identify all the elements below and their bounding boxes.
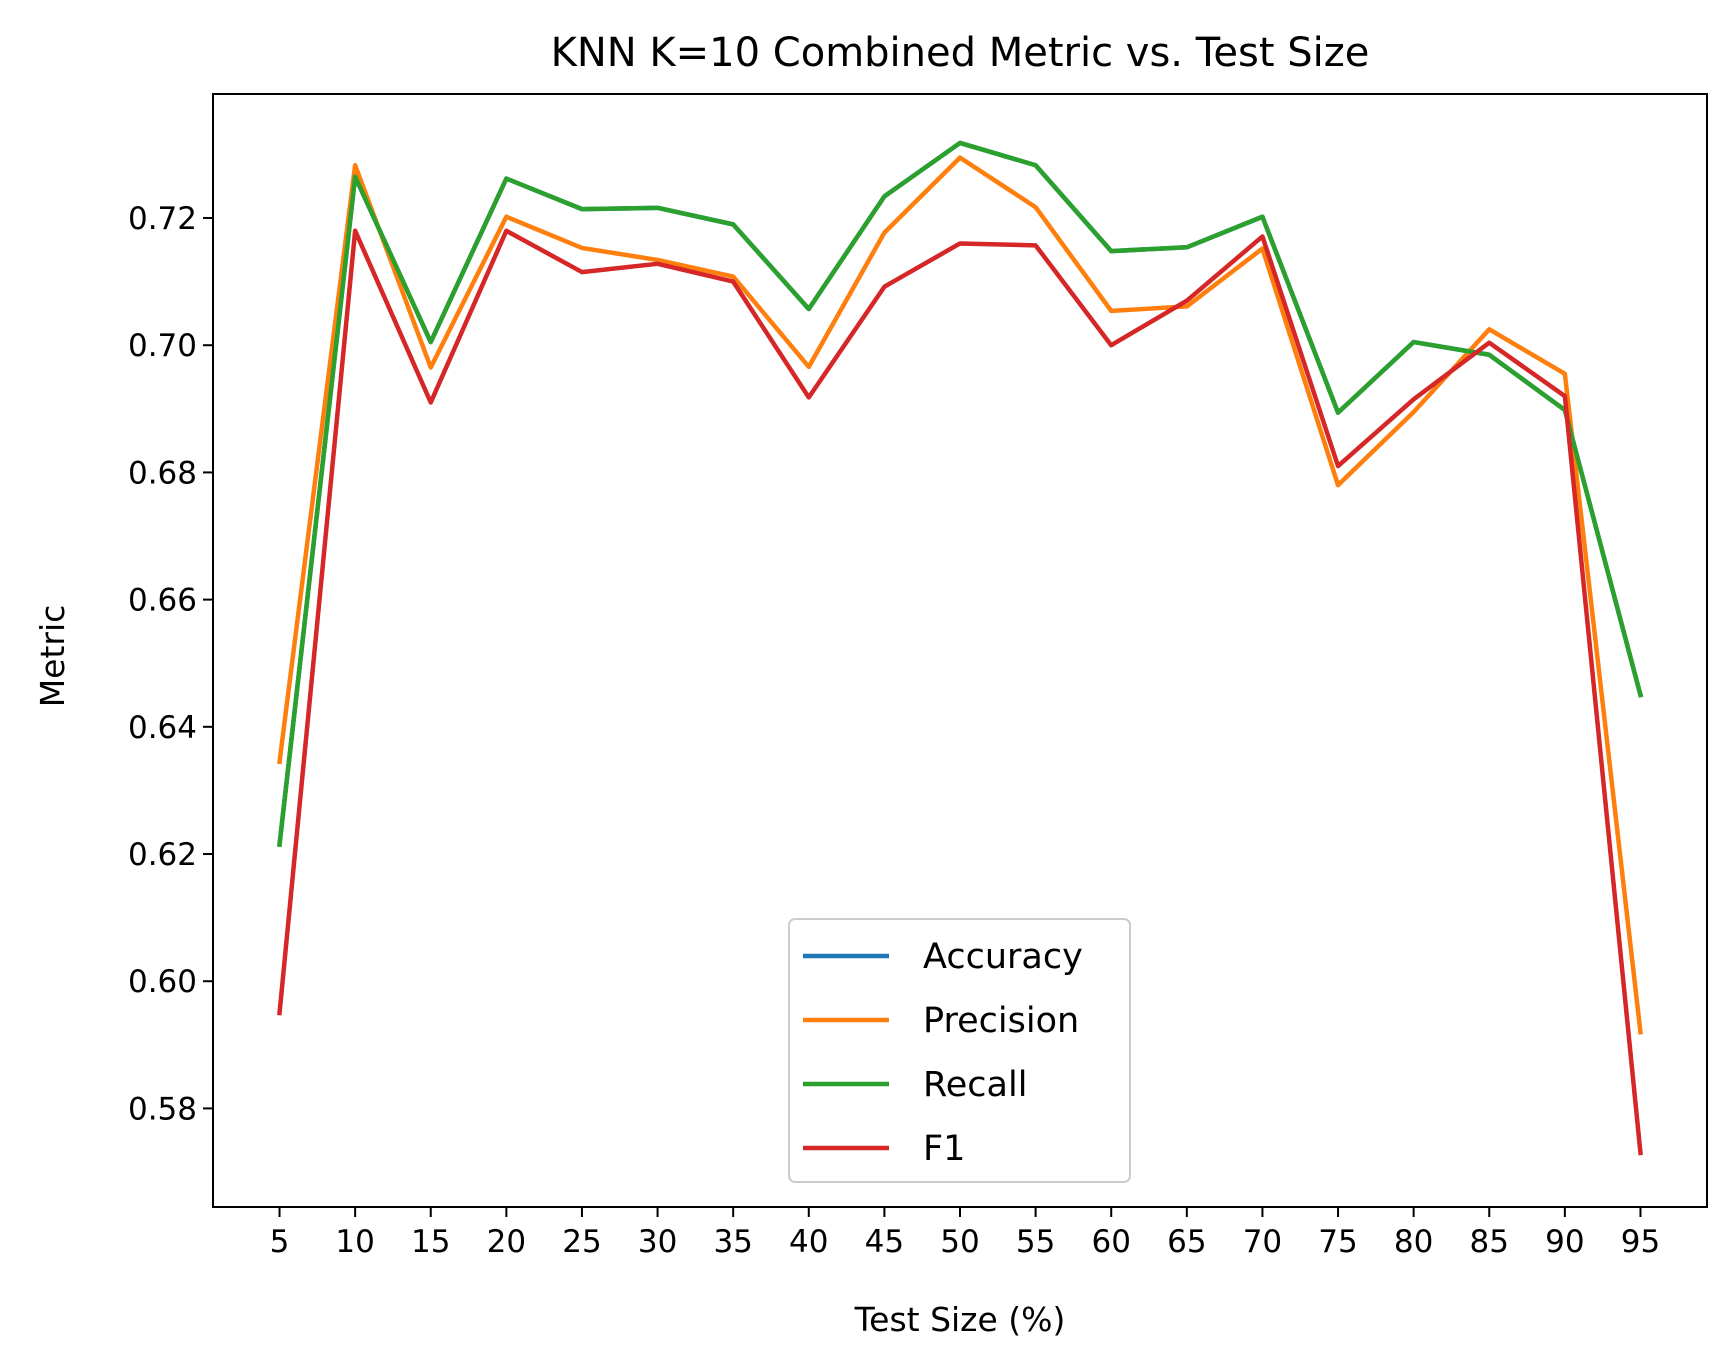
x-axis-label: Test Size (%) — [854, 1300, 1066, 1339]
y-tick-label: 0.70 — [128, 328, 197, 364]
x-tick-label: 60 — [1091, 1224, 1130, 1260]
legend-label-precision: Precision — [923, 1001, 1079, 1041]
y-axis: 0.58 0.60 0.62 0.64 0.66 0.68 0.70 0.72 — [128, 201, 213, 1127]
x-tick-label: 20 — [487, 1224, 526, 1260]
y-tick-label: 0.68 — [128, 455, 197, 491]
x-tick-label: 85 — [1470, 1224, 1509, 1260]
x-tick-label: 70 — [1243, 1224, 1282, 1260]
x-tick-label: 65 — [1167, 1224, 1206, 1260]
x-tick-label: 75 — [1318, 1224, 1357, 1260]
series-lines — [277, 140, 1644, 1156]
y-tick-label: 0.64 — [128, 710, 197, 746]
y-tick-label: 0.66 — [128, 583, 197, 619]
y-tick-label: 0.62 — [128, 837, 197, 873]
chart-title: KNN K=10 Combined Metric vs. Test Size — [551, 30, 1370, 76]
x-tick-label: 55 — [1016, 1224, 1055, 1260]
legend-label-f1: F1 — [923, 1129, 965, 1169]
x-tick-label: 35 — [713, 1224, 752, 1260]
x-axis: 5 10 15 20 25 30 35 40 45 50 55 60 65 70 75 80 85 90 95 — [270, 1207, 1660, 1260]
x-tick-label: 40 — [789, 1224, 828, 1260]
x-tick-label: 95 — [1621, 1224, 1660, 1260]
y-tick-label: 0.58 — [128, 1091, 197, 1127]
legend: Accuracy Precision Recall F1 — [788, 918, 1131, 1183]
series-line-precision — [277, 155, 1643, 1035]
legend-label-accuracy: Accuracy — [923, 937, 1083, 977]
y-tick-label: 0.72 — [128, 201, 197, 237]
y-axis-label: Metric — [33, 605, 72, 708]
series-line-recall — [277, 140, 1644, 847]
x-tick-label: 50 — [940, 1224, 979, 1260]
legend-box — [788, 918, 1131, 1183]
x-tick-label: 15 — [411, 1224, 450, 1260]
legend-label-recall: Recall — [923, 1065, 1027, 1105]
x-tick-label: 90 — [1545, 1224, 1584, 1260]
x-tick-label: 5 — [270, 1224, 290, 1260]
x-tick-label: 30 — [638, 1224, 677, 1260]
y-tick-label: 0.60 — [128, 964, 197, 1000]
series-line-f1 — [277, 228, 1643, 1156]
x-tick-label: 25 — [562, 1224, 601, 1260]
x-tick-label: 80 — [1394, 1224, 1433, 1260]
x-tick-label: 45 — [865, 1224, 904, 1260]
x-tick-label: 10 — [335, 1224, 374, 1260]
